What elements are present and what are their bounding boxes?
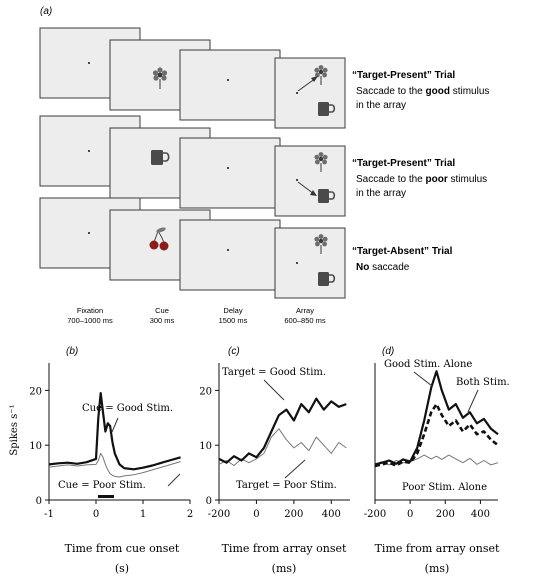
series-line-target-good-stim [218, 397, 347, 464]
epoch-duration: 300 ms [150, 316, 175, 325]
x-tick-label: -200 [364, 509, 386, 520]
annotation-arrow [413, 371, 433, 387]
x-tick-label: -200 [208, 509, 230, 520]
cue-period-bar [98, 495, 114, 498]
y-ticks: 0 10 20 [199, 386, 219, 507]
flower-icon [152, 67, 168, 89]
trial-title: “Target-Absent” Trial [352, 246, 453, 257]
x-axis-unit: (ms) [425, 562, 450, 575]
flower-icon [314, 152, 328, 172]
annotation-good: Target = Good Stim. [222, 367, 326, 378]
series-line-cue-good-stim [48, 392, 181, 471]
mug-icon [151, 150, 170, 165]
epoch-duration: 700–1000 ms [67, 316, 113, 325]
x-tick-label: 0 [253, 509, 259, 520]
chart-panel-d: (d) -200 0 200 400 Good Stim. Alone Both St… [364, 346, 510, 575]
annotation-arrow [467, 389, 479, 413]
x-axis-label: Time from array onset [375, 542, 500, 555]
trial-desc: No saccade [356, 262, 410, 273]
epoch-duration: 600–850 ms [284, 316, 326, 325]
panel-b-label: (b) [66, 346, 78, 357]
epoch-duration: 1500 ms [219, 316, 248, 325]
epoch-name: Fixation [77, 306, 103, 315]
delay-screen [179, 49, 281, 121]
annotation-good: Cue = Good Stim. [82, 403, 173, 414]
trial-title: “Target-Present” Trial [352, 70, 455, 81]
trial-desc: Saccade to the poor stimulus [356, 174, 487, 185]
array-screen [274, 57, 346, 129]
x-tick-label: 0 [93, 509, 99, 520]
x-tick-label: 400 [471, 509, 490, 520]
trial-desc-line2: in the array [356, 100, 406, 111]
saccade-arrow [297, 181, 315, 195]
annotation-poor: Target = Poor Stim. [236, 480, 337, 491]
x-axis-unit: (s) [115, 562, 129, 575]
series-line-target-poor-stim [218, 428, 347, 466]
panel-a-label: (a) [40, 6, 52, 17]
x-tick-label: 2 [187, 509, 193, 520]
epoch-name: Cue [155, 306, 169, 315]
flower-icon [314, 65, 328, 85]
epoch-labels: Fixation 700–1000 ms Cue 300 ms Delay 15… [67, 306, 326, 325]
chart-panel-c: (c) 0 10 20 -200 0 200 400 Target = Good Stim… [199, 346, 350, 575]
y-tick-label: 0 [206, 496, 212, 507]
delay-screen [179, 137, 281, 209]
x-tick-label: 200 [436, 509, 455, 520]
series-group [374, 370, 499, 468]
x-tick-label: -1 [44, 509, 54, 520]
mug-icon [318, 102, 336, 116]
x-ticks: -1 0 1 2 [44, 500, 193, 520]
flower-icon [314, 234, 328, 254]
y-axis-label: Spikes s⁻¹ [9, 404, 20, 455]
x-ticks: -200 0 200 400 [208, 500, 341, 520]
series-line-good-stim-alone [374, 370, 499, 466]
cherry-icon [149, 227, 169, 251]
panel-d-label: (d) [382, 346, 394, 357]
series-line-poor-stim-alone [374, 454, 499, 466]
annotation-poor-alone: Poor Stim. Alone [402, 482, 487, 493]
mug-icon [318, 272, 336, 286]
y-tick-label: 0 [36, 496, 42, 507]
x-tick-label: 400 [322, 509, 341, 520]
annotation-arrow [284, 459, 306, 479]
array-screen [274, 145, 346, 217]
trial-row-3: “Target-Absent” Trial No saccade [39, 197, 453, 299]
x-tick-label: 200 [284, 509, 303, 520]
series-line-cue-poor-stim [48, 452, 181, 478]
delay-screen [179, 219, 281, 291]
array-screen [274, 227, 346, 299]
mug-icon [318, 189, 336, 203]
y-tick-label: 10 [29, 441, 42, 452]
annotation-both: Both Stim. [456, 377, 510, 388]
y-tick-label: 10 [199, 441, 212, 452]
series-line-both-stim [374, 402, 499, 468]
annotation-arrow [263, 379, 285, 401]
x-axis-unit: (ms) [272, 562, 297, 575]
epoch-name: Array [296, 306, 314, 315]
y-tick-label: 20 [29, 386, 42, 397]
trial-desc-line2: in the array [356, 188, 406, 199]
series-group [218, 397, 347, 466]
trial-row-1: “Target-Present” Trial Saccade to the go… [39, 27, 489, 129]
y-tick-label: 20 [199, 386, 212, 397]
y-ticks: 0 10 20 [29, 386, 49, 507]
x-tick-label: 0 [407, 509, 413, 520]
x-axis-label: Time from cue onset [65, 542, 180, 555]
x-axis-label: Time from array onset [222, 542, 347, 555]
trial-desc: Saccade to the good stimulus [356, 86, 489, 97]
x-tick-label: 1 [140, 509, 146, 520]
annotation-arrow [167, 473, 181, 487]
trial-row-2: “Target-Present” Trial Saccade to the po… [39, 115, 487, 217]
x-ticks: -200 0 200 400 [364, 500, 490, 520]
annotation-poor: Cue = Poor Stim. [58, 480, 146, 491]
epoch-name: Delay [223, 306, 242, 315]
panel-c-label: (c) [228, 346, 240, 357]
annotation-arrow [111, 417, 119, 433]
series-group [48, 392, 181, 478]
annotation-good-alone: Good Stim. Alone [384, 359, 472, 370]
trial-title: “Target-Present” Trial [352, 158, 455, 169]
